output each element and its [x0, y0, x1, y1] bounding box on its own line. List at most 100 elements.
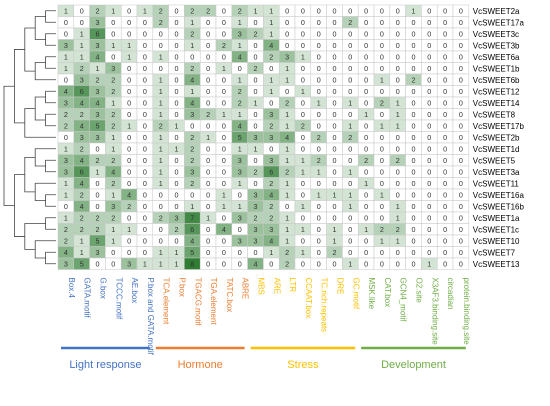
cell-value: 0 [348, 236, 352, 245]
cell-value: 2 [127, 202, 131, 211]
cell-value: 0 [412, 167, 416, 176]
cell-value: 0 [64, 75, 68, 84]
cell-value: 0 [96, 202, 100, 211]
cell-value: 0 [443, 167, 447, 176]
cell-value: 3 [64, 259, 68, 268]
cell-value: 0 [285, 41, 289, 50]
cell-value: 0 [364, 29, 368, 38]
cell-value: 0 [348, 225, 352, 234]
cell-value: 0 [143, 29, 147, 38]
cell-value: 0 [364, 64, 368, 73]
cell-value: 0 [396, 259, 400, 268]
cell-value: 0 [459, 225, 463, 234]
cell-value: 0 [443, 18, 447, 27]
cell-value: 0 [222, 52, 226, 61]
row-label: VcSWEET1d [473, 145, 520, 154]
cell-value: 0 [427, 144, 431, 153]
cell-value: 4 [190, 236, 194, 245]
cell-value: 1 [396, 110, 400, 119]
cell-value: 1 [159, 259, 163, 268]
cell-value: 0 [348, 213, 352, 222]
cell-value: 0 [443, 121, 447, 130]
cell-value: 0 [301, 190, 305, 199]
column-label: TGACG.motif [193, 278, 202, 327]
cell-value: 1 [222, 190, 226, 199]
cell-value: 0 [459, 190, 463, 199]
cell-value: 0 [396, 248, 400, 257]
cell-value: 3 [80, 133, 84, 142]
cell-value: 2 [190, 156, 194, 165]
cell-value: 0 [459, 41, 463, 50]
cell-value: 2 [364, 156, 368, 165]
cell-value: 0 [175, 52, 179, 61]
row-label: VcSWEET8 [473, 110, 516, 119]
cell-value: 0 [175, 41, 179, 50]
cell-value: 2 [285, 248, 289, 257]
cell-value: 1 [301, 167, 305, 176]
cell-value: 0 [443, 248, 447, 257]
cell-value: 2 [111, 87, 115, 96]
cell-value: 2 [64, 236, 68, 245]
cell-value: 1 [348, 167, 352, 176]
cell-value: 0 [317, 248, 321, 257]
cell-value: 0 [159, 41, 163, 50]
cell-value: 0 [443, 179, 447, 188]
cell-value: 2 [80, 213, 84, 222]
cell-value: 1 [285, 236, 289, 245]
cell-value: 3 [254, 202, 258, 211]
cell-value: 0 [206, 167, 210, 176]
cell-value: 1 [222, 64, 226, 73]
cell-value: 0 [333, 29, 337, 38]
cell-value: 0 [143, 75, 147, 84]
cell-value: 1 [175, 248, 179, 257]
cell-value: 3 [64, 156, 68, 165]
cell-value: 0 [175, 18, 179, 27]
cell-value: 0 [317, 29, 321, 38]
cell-value: 0 [380, 110, 384, 119]
cell-value: 0 [127, 167, 131, 176]
row-label: VcSWEET3c [473, 30, 519, 39]
cell-value: 0 [159, 225, 163, 234]
cell-value: 0 [254, 156, 258, 165]
cell-value: 0 [364, 133, 368, 142]
cell-value: 1 [285, 179, 289, 188]
cell-value: 0 [254, 41, 258, 50]
cell-value: 1 [269, 6, 273, 15]
cell-value: 1 [412, 6, 416, 15]
dendrogram-branch [24, 156, 36, 193]
cell-value: 0 [96, 144, 100, 153]
cell-value: 5 [190, 248, 194, 257]
cell-value: 0 [333, 52, 337, 61]
cell-value: 0 [412, 225, 416, 234]
group-label: Light response [69, 359, 141, 371]
cell-value: 0 [380, 133, 384, 142]
cell-value: 1 [396, 121, 400, 130]
cell-value: 0 [459, 121, 463, 130]
cell-value: 0 [254, 18, 258, 27]
cell-value: 5 [96, 121, 100, 130]
cell-value: 0 [254, 110, 258, 119]
cell-value: 0 [222, 248, 226, 257]
cell-value: 6 [269, 167, 273, 176]
column-label: ARE [272, 278, 281, 294]
column-label: TATC.box [225, 278, 234, 313]
dendrogram-branch [45, 56, 56, 69]
cell-value: 2 [111, 213, 115, 222]
cell-value: 0 [380, 259, 384, 268]
cell-value: 0 [364, 41, 368, 50]
cell-value: 8 [190, 259, 194, 268]
cell-value: 0 [380, 144, 384, 153]
cell-value: 3 [80, 75, 84, 84]
cell-value: 0 [396, 41, 400, 50]
cell-value: 0 [143, 41, 147, 50]
cell-value: 0 [206, 248, 210, 257]
cell-value: 4 [80, 179, 84, 188]
cell-value: 1 [159, 98, 163, 107]
cell-value: 0 [427, 98, 431, 107]
column-label: P.box [178, 278, 187, 297]
cell-value: 0 [143, 144, 147, 153]
cell-value: 0 [348, 179, 352, 188]
column-label: protein.binding.site [462, 278, 471, 346]
cell-value: 1 [64, 179, 68, 188]
cell-value: 1 [254, 6, 258, 15]
